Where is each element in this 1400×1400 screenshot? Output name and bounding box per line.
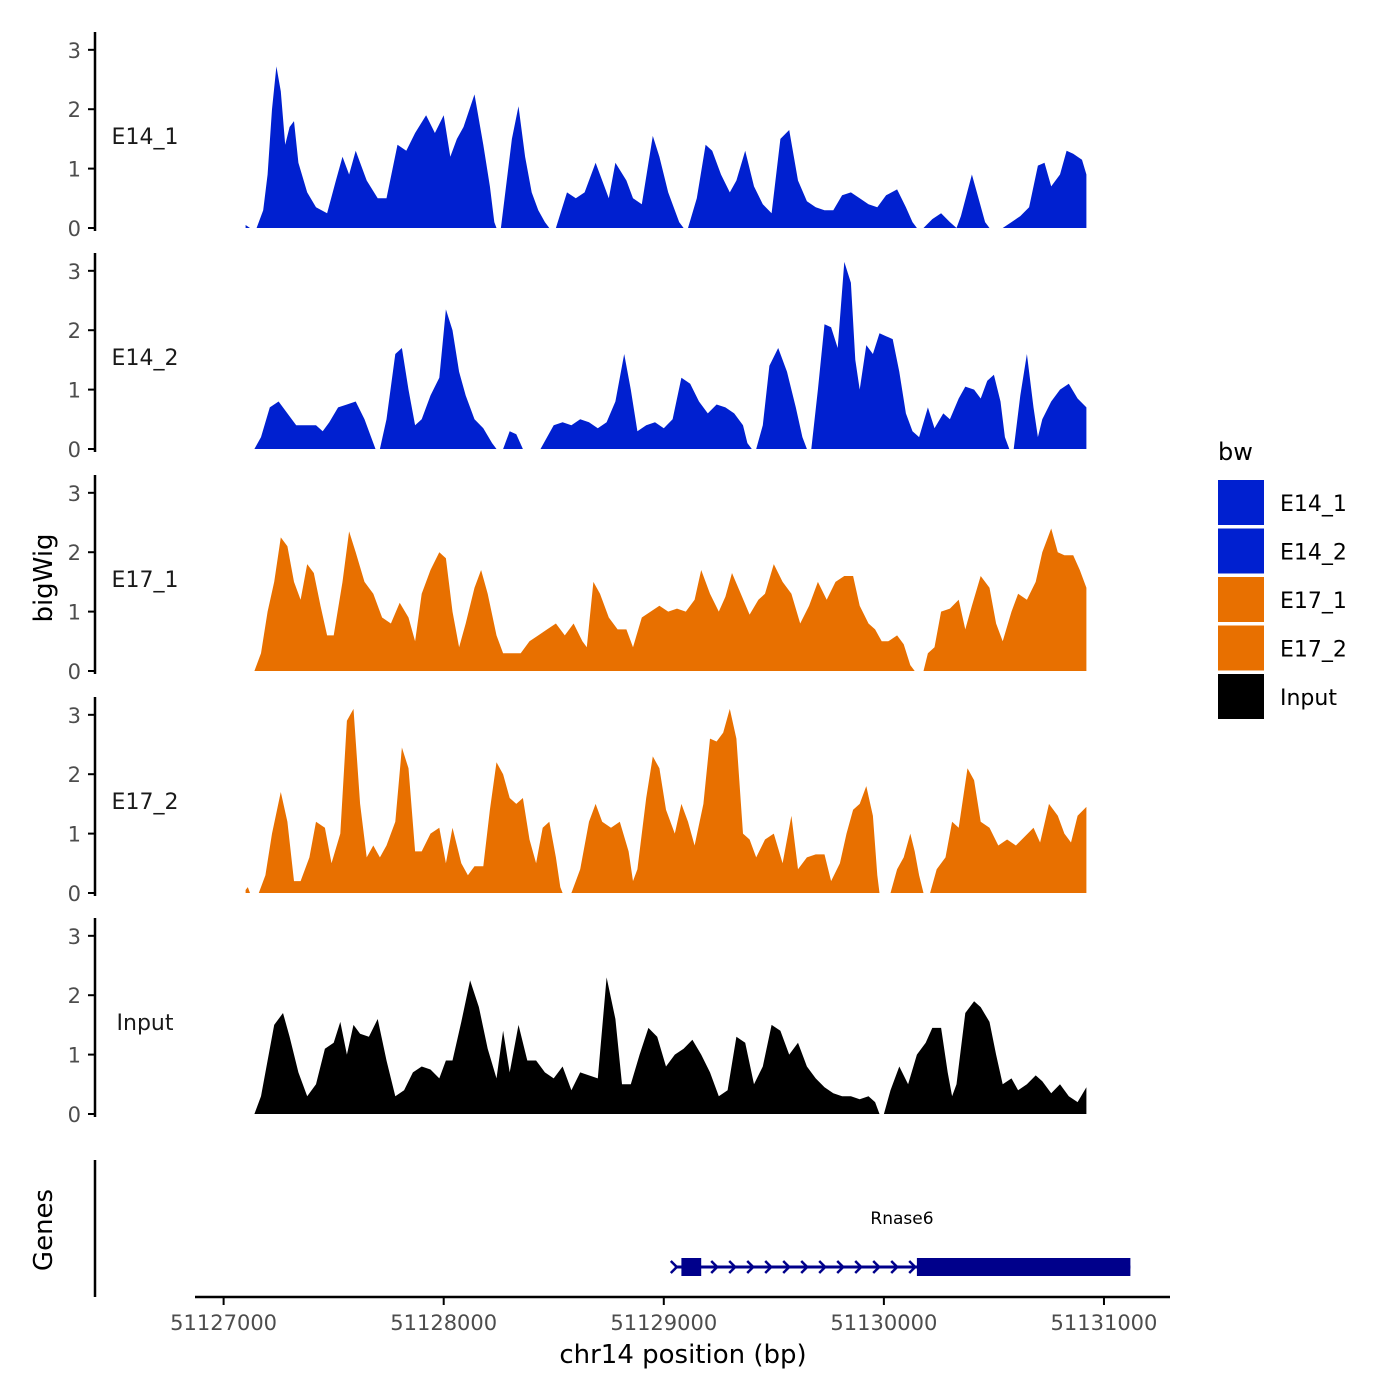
track-panels: 0 1 2 3 E14_1 0 1 2 3 E14_2 0 1 2 3 E17_1 0 1 2 3 E17_2 0 1 2 3… xyxy=(68,32,1087,1127)
y-axis-title: bigWig xyxy=(29,533,59,622)
y-tick-label: 2 xyxy=(68,319,81,343)
y-tick-label: 1 xyxy=(68,379,81,403)
coverage-area xyxy=(883,1001,1087,1114)
coverage-area xyxy=(923,174,990,228)
x-tick-label: 51127000 xyxy=(170,1311,277,1335)
x-tick-label: 51131000 xyxy=(1051,1311,1158,1335)
legend-label-E17_1: E17_1 xyxy=(1280,589,1347,614)
legend-swatch-E14_1 xyxy=(1218,480,1264,525)
coverage-area xyxy=(379,309,497,449)
legend-title: bw xyxy=(1218,438,1253,466)
y-tick-label: 2 xyxy=(68,984,81,1008)
coverage-area xyxy=(258,708,563,893)
gene-label: Rnase6 xyxy=(870,1209,933,1229)
y-tick-label: 1 xyxy=(68,1044,81,1068)
legend-label-E14_2: E14_2 xyxy=(1280,541,1347,566)
track-label: E17_1 xyxy=(112,568,179,593)
coverage-area xyxy=(688,130,917,228)
coverage-area xyxy=(756,348,807,449)
y-tick-label: 1 xyxy=(68,158,81,182)
y-tick-label: 0 xyxy=(68,1103,81,1127)
track-label: E14_2 xyxy=(112,346,179,371)
coverage-area xyxy=(245,66,497,229)
y-tick-label: 3 xyxy=(68,260,81,284)
strand-arrow xyxy=(890,1260,899,1274)
track-E14_1: 0 1 2 3 E14_1 xyxy=(68,32,1087,241)
strand-arrow xyxy=(746,1260,755,1274)
coverage-area xyxy=(811,261,1010,449)
coverage-area xyxy=(555,135,684,228)
coverage-area xyxy=(1002,150,1087,228)
coverage-area xyxy=(1013,354,1087,449)
y-tick-label: 2 xyxy=(68,541,81,565)
genes-axis-title: Genes xyxy=(29,1189,59,1271)
y-tick-label: 1 xyxy=(68,601,81,625)
track-Input: 0 1 2 3 Input xyxy=(68,918,1087,1127)
coverage-area xyxy=(890,833,924,893)
strand-arrow xyxy=(836,1260,845,1274)
track-E17_1: 0 1 2 3 E17_1 xyxy=(68,475,1087,684)
strand-arrow xyxy=(854,1260,863,1274)
y-tick-label: 3 xyxy=(68,704,81,728)
y-tick-label: 0 xyxy=(68,438,81,462)
y-tick-label: 0 xyxy=(68,882,81,906)
track-label: Input xyxy=(117,1011,174,1036)
coverage-area xyxy=(571,708,880,893)
gene-exon xyxy=(681,1258,702,1276)
track-E17_2: 0 1 2 3 E17_2 xyxy=(68,697,1087,906)
y-tick-label: 1 xyxy=(68,823,81,847)
legend-swatch-E17_2 xyxy=(1218,625,1264,671)
track-E14_2: 0 1 2 3 E14_2 xyxy=(68,253,1087,462)
x-tick-label: 51129000 xyxy=(610,1311,717,1335)
y-tick-label: 3 xyxy=(68,39,81,63)
x-tick-label: 51128000 xyxy=(390,1311,497,1335)
strand-arrow xyxy=(818,1260,827,1274)
coverage-area xyxy=(245,887,250,893)
strand-arrow xyxy=(872,1260,881,1274)
x-axis-title: chr14 position (bp) xyxy=(559,1340,806,1370)
coverage-area xyxy=(254,977,880,1114)
strand-arrow xyxy=(800,1260,809,1274)
strand-arrow xyxy=(908,1260,917,1274)
track-label: E14_1 xyxy=(112,125,179,150)
coverage-area xyxy=(254,531,915,671)
x-tick-label: 51130000 xyxy=(830,1311,937,1335)
legend-swatch-E14_2 xyxy=(1218,528,1264,574)
strand-arrow xyxy=(782,1260,791,1274)
track-label: E17_2 xyxy=(112,790,179,815)
y-tick-label: 2 xyxy=(68,763,81,787)
y-tick-label: 0 xyxy=(68,660,81,684)
coverage-area xyxy=(923,528,1087,671)
y-tick-label: 0 xyxy=(68,217,81,241)
y-tick-label: 3 xyxy=(68,925,81,949)
strand-arrow xyxy=(710,1260,719,1274)
gene-exon xyxy=(916,1258,1131,1276)
strand-arrow xyxy=(764,1260,773,1274)
gene-panel: Rnase6 xyxy=(93,1160,1131,1297)
legend: bw E14_1 E14_2 E17_1 E17_2 Input xyxy=(1218,438,1347,719)
x-axis: 51127000 51128000 51129000 51130000 51131000 xyxy=(170,1295,1170,1335)
y-tick-label: 2 xyxy=(68,98,81,122)
y-tick-label: 3 xyxy=(68,482,81,506)
legend-swatch-Input xyxy=(1218,674,1264,719)
coverage-area xyxy=(540,354,752,449)
legend-swatch-E17_1 xyxy=(1218,577,1264,622)
legend-items: E14_1 E14_2 E17_1 E17_2 Input xyxy=(1218,480,1347,719)
coverage-area xyxy=(254,401,376,449)
legend-label-E14_1: E14_1 xyxy=(1280,492,1347,517)
coverage-area xyxy=(500,106,550,228)
strand-arrow xyxy=(728,1260,737,1274)
coverage-area xyxy=(503,431,523,449)
coverage-area xyxy=(930,768,1087,893)
legend-label-E17_2: E17_2 xyxy=(1280,638,1347,663)
strand-arrow xyxy=(669,1260,679,1274)
legend-label-Input: Input xyxy=(1280,686,1337,711)
